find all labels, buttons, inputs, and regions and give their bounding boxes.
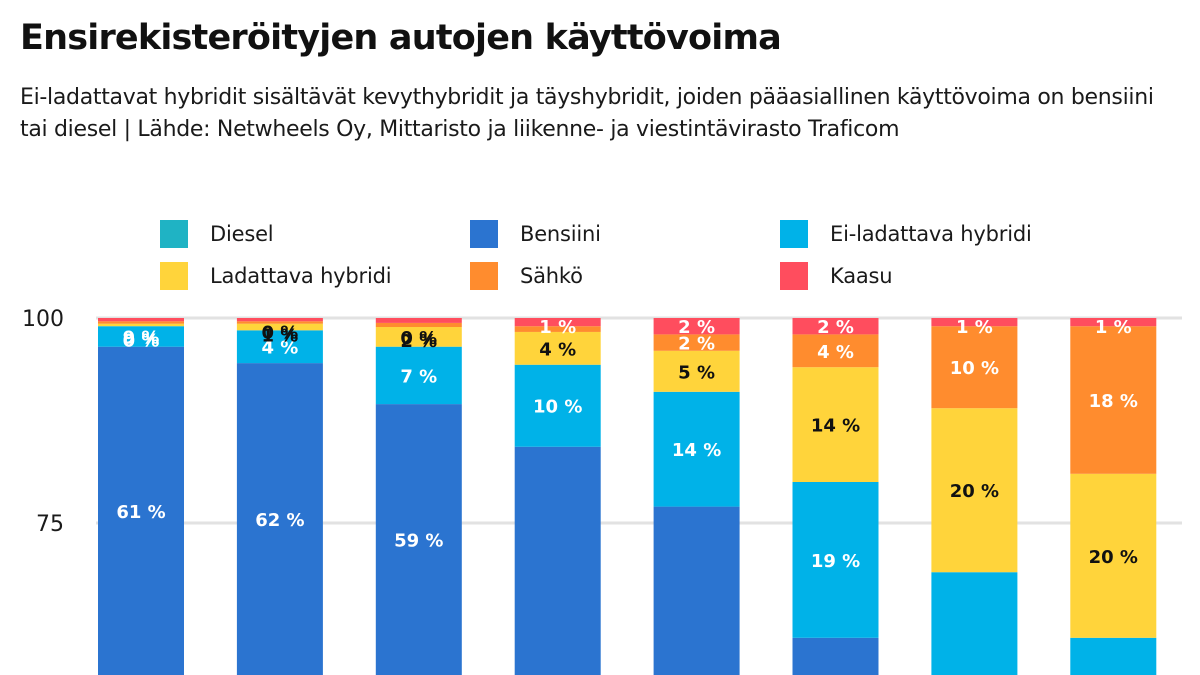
data-label: 2 % bbox=[817, 317, 854, 338]
bar-segment-ei-ladattava-hybridi bbox=[931, 572, 1018, 675]
data-label: 1 % bbox=[1095, 317, 1132, 338]
bar-segment-ei-ladattava-hybridi bbox=[1070, 637, 1157, 675]
legend-swatch bbox=[780, 220, 808, 248]
bar-segment-ladattava-hybridi bbox=[236, 323, 323, 331]
data-label: 2 % bbox=[678, 334, 715, 355]
legend-label: Kaasu bbox=[830, 264, 893, 288]
legend-swatch bbox=[780, 262, 808, 290]
bar-segment-ladattava-hybridi bbox=[792, 367, 879, 482]
bar-segment-ei-ladattava-hybridi bbox=[514, 364, 601, 447]
data-label: 4 % bbox=[817, 342, 854, 363]
bar-segment-s-hk- bbox=[931, 326, 1018, 409]
bar-segment-kaasu bbox=[792, 318, 879, 335]
data-label: 62 % bbox=[255, 510, 304, 531]
legend-label: Bensiini bbox=[520, 222, 601, 246]
bar-segment-s-hk- bbox=[375, 322, 462, 328]
data-label: 10 % bbox=[533, 397, 582, 418]
bar-segment-kaasu bbox=[375, 318, 462, 323]
data-label: 2 % bbox=[678, 317, 715, 338]
bar-segment-s-hk- bbox=[792, 334, 879, 368]
legend-label: Ladattava hybridi bbox=[210, 264, 392, 288]
legend-item-sahko: Sähkö bbox=[470, 262, 780, 290]
bar-segment-kaasu bbox=[931, 318, 1018, 327]
bar-segment-ladattava-hybridi bbox=[931, 408, 1018, 573]
bar-segment-ladattava-hybridi bbox=[98, 323, 184, 327]
bar-segment-s-hk- bbox=[98, 321, 184, 324]
bar-segment-bensiini bbox=[98, 346, 184, 675]
data-label: 9 % bbox=[123, 327, 160, 348]
bar-segment-bensiini bbox=[653, 506, 740, 675]
bar-segment-s-hk- bbox=[653, 334, 740, 351]
chart-title: Ensirekisteröityjen autojen käyttövoima bbox=[20, 18, 782, 58]
bar-segment-s-hk- bbox=[514, 326, 601, 332]
bar-segment-kaasu bbox=[236, 318, 323, 322]
chart-legend: Diesel Bensiini Ei-ladattava hybridi Lad… bbox=[160, 220, 1160, 290]
bar-segment-ladattava-hybridi bbox=[653, 350, 740, 392]
bar-segment-bensiini bbox=[375, 404, 462, 675]
data-label: 5 % bbox=[678, 362, 715, 383]
data-label: 0 % bbox=[123, 330, 160, 351]
data-label: 19 % bbox=[811, 551, 860, 572]
data-label: 14 % bbox=[811, 416, 860, 437]
legend-item-kaasu: Kaasu bbox=[780, 262, 1090, 290]
data-label: 0 % bbox=[261, 323, 298, 344]
bar-segment-ei-ladattava-hybridi bbox=[792, 482, 879, 638]
legend-item-diesel: Diesel bbox=[160, 220, 470, 248]
bar-segment-s-hk- bbox=[1070, 326, 1157, 474]
legend-label: Sähkö bbox=[520, 264, 583, 288]
bar-segment-ladattava-hybridi bbox=[514, 331, 601, 365]
bar-segment-ei-ladattava-hybridi bbox=[236, 330, 323, 364]
data-label: 20 % bbox=[950, 481, 999, 502]
bar-segment-bensiini bbox=[236, 363, 323, 675]
bar-segment-ei-ladattava-hybridi bbox=[375, 346, 462, 405]
data-label: 1 % bbox=[261, 326, 298, 347]
data-label: 59 % bbox=[394, 531, 443, 552]
legend-item-ei-ladattava-hybridi: Ei-ladattava hybridi bbox=[780, 220, 1090, 248]
data-label: 20 % bbox=[1089, 547, 1138, 568]
legend-item-bensiini: Bensiini bbox=[470, 220, 780, 248]
bar-segment-kaasu bbox=[653, 318, 740, 335]
data-label: 10 % bbox=[950, 358, 999, 379]
bar-segment-ladattava-hybridi bbox=[375, 327, 462, 347]
legend-swatch bbox=[470, 220, 498, 248]
legend-label: Ei-ladattava hybridi bbox=[830, 222, 1032, 246]
bar-segment-ei-ladattava-hybridi bbox=[653, 391, 740, 507]
data-label: 2 % bbox=[400, 331, 437, 352]
bar-segment-bensiini bbox=[514, 446, 601, 675]
bar-segment-bensiini bbox=[792, 637, 879, 675]
data-label: 4 % bbox=[539, 339, 576, 360]
y-tick-label: 75 bbox=[36, 512, 64, 537]
legend-swatch bbox=[160, 220, 188, 248]
data-label: 14 % bbox=[672, 440, 721, 461]
data-label: 61 % bbox=[116, 502, 165, 523]
data-label: 7 % bbox=[400, 366, 437, 387]
legend-item-ladattava-hybridi: Ladattava hybridi bbox=[160, 262, 470, 290]
bar-segment-ei-ladattava-hybridi bbox=[98, 326, 184, 347]
bar-segment-kaasu bbox=[98, 318, 184, 322]
bar-segment-kaasu bbox=[514, 318, 601, 327]
chart-subtitle: Ei-ladattavat hybridit sisältävät kevyth… bbox=[20, 85, 1154, 142]
data-label: 4 % bbox=[261, 338, 298, 359]
data-label: 18 % bbox=[1089, 391, 1138, 412]
data-label: 0 % bbox=[400, 328, 437, 349]
bar-segment-kaasu bbox=[1070, 318, 1157, 327]
y-tick-label: 100 bbox=[22, 307, 64, 332]
legend-swatch bbox=[160, 262, 188, 290]
data-label: 1 % bbox=[539, 317, 576, 338]
legend-swatch bbox=[470, 262, 498, 290]
bar-segment-ladattava-hybridi bbox=[1070, 473, 1157, 638]
bar-segment-s-hk- bbox=[236, 321, 323, 324]
data-label: 1 % bbox=[956, 317, 993, 338]
legend-label: Diesel bbox=[210, 222, 274, 246]
